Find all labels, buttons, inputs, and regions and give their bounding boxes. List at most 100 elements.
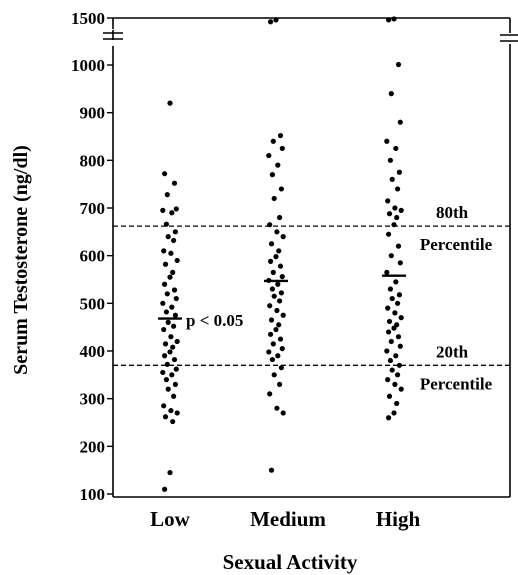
percentile-lines — [113, 225, 510, 366]
y-tick-label: 800 — [80, 151, 106, 170]
data-point — [396, 169, 402, 175]
data-point — [167, 349, 173, 355]
data-point — [394, 400, 400, 407]
data-point — [385, 198, 391, 204]
data-point — [279, 274, 285, 280]
data-point — [280, 410, 286, 416]
data-point — [269, 356, 275, 363]
data-point — [171, 180, 178, 186]
data-point — [386, 17, 392, 23]
y-tick-label: 300 — [80, 390, 106, 409]
data-point — [395, 300, 401, 306]
y-tick-label: 100 — [80, 485, 106, 504]
y-tick-label: 1000 — [71, 56, 105, 75]
data-point — [277, 263, 284, 269]
plot-frame — [112, 17, 511, 498]
data-point — [174, 410, 180, 416]
data-point — [392, 381, 398, 387]
data-point — [171, 237, 177, 244]
data-point — [386, 231, 392, 237]
data-point — [268, 317, 275, 323]
data-point — [396, 292, 402, 298]
y-tick-label: 400 — [80, 342, 106, 361]
data-point — [388, 91, 394, 97]
data-point — [384, 348, 390, 354]
y-tick-label: 200 — [80, 437, 106, 456]
data-point — [397, 260, 403, 266]
data-point — [169, 372, 175, 378]
data-point — [277, 336, 284, 342]
data-point — [275, 162, 281, 168]
data-point — [160, 300, 166, 306]
data-point — [165, 386, 171, 392]
data-point — [392, 310, 398, 316]
data-point — [398, 207, 404, 213]
y-axis-ticks: 100 200 300 400 500 600 700 800 900 1000 1500 — [71, 9, 113, 504]
y-axis-label: Serum Testosterone (ng/dl) — [10, 145, 32, 375]
data-point — [268, 467, 275, 473]
data-point — [270, 138, 276, 144]
data-point — [167, 469, 173, 476]
data-point — [162, 281, 168, 287]
data-point — [391, 325, 397, 331]
data-point — [279, 145, 285, 152]
data-point — [164, 192, 170, 198]
data-point — [163, 377, 169, 383]
percentile-20-label-line2: Percentile — [420, 374, 493, 393]
data-point — [393, 279, 399, 285]
data-point — [397, 119, 403, 125]
data-point — [171, 393, 177, 399]
percentile-80-label: 80th — [436, 203, 469, 222]
data-point — [160, 207, 166, 213]
data-point — [163, 221, 169, 227]
data-point — [274, 229, 280, 235]
data-point — [168, 407, 174, 414]
data-point — [276, 248, 282, 254]
data-point — [161, 403, 167, 409]
data-point — [276, 322, 282, 328]
data-point — [174, 338, 180, 345]
data-point — [387, 157, 393, 163]
data-point — [275, 281, 281, 287]
data-point — [392, 205, 398, 211]
data-point — [267, 303, 273, 309]
data-point — [395, 334, 402, 340]
data-point — [168, 250, 174, 256]
data-point — [163, 309, 169, 315]
data-point — [268, 258, 274, 264]
y-tick-label: 900 — [80, 104, 106, 123]
data-point — [385, 305, 391, 311]
data-point — [386, 329, 392, 335]
data-point — [275, 353, 281, 359]
data-point — [169, 304, 175, 310]
data-point — [268, 19, 274, 25]
data-point — [395, 61, 402, 68]
data-point — [394, 214, 400, 221]
data-point — [173, 366, 179, 372]
data-point — [273, 326, 279, 333]
data-point — [385, 377, 391, 383]
y-tick-label: 700 — [80, 199, 106, 218]
data-point — [165, 319, 171, 325]
data-point — [270, 341, 276, 347]
data-point — [167, 274, 173, 280]
data-point — [389, 367, 395, 373]
data-point — [168, 334, 174, 340]
data-point — [279, 346, 285, 352]
data-point — [386, 393, 393, 399]
data-point — [270, 269, 276, 275]
data-point — [274, 307, 280, 314]
data-point — [171, 323, 177, 329]
data-point — [396, 362, 402, 368]
data-point — [161, 326, 167, 333]
data-point — [160, 369, 166, 376]
data-point — [393, 145, 399, 152]
x-category-label: Medium — [250, 507, 326, 531]
data-point — [397, 343, 403, 349]
data-point — [172, 312, 178, 318]
data-point — [277, 132, 284, 139]
data-point — [162, 341, 169, 347]
data-point — [268, 241, 275, 247]
data-point — [280, 312, 286, 318]
